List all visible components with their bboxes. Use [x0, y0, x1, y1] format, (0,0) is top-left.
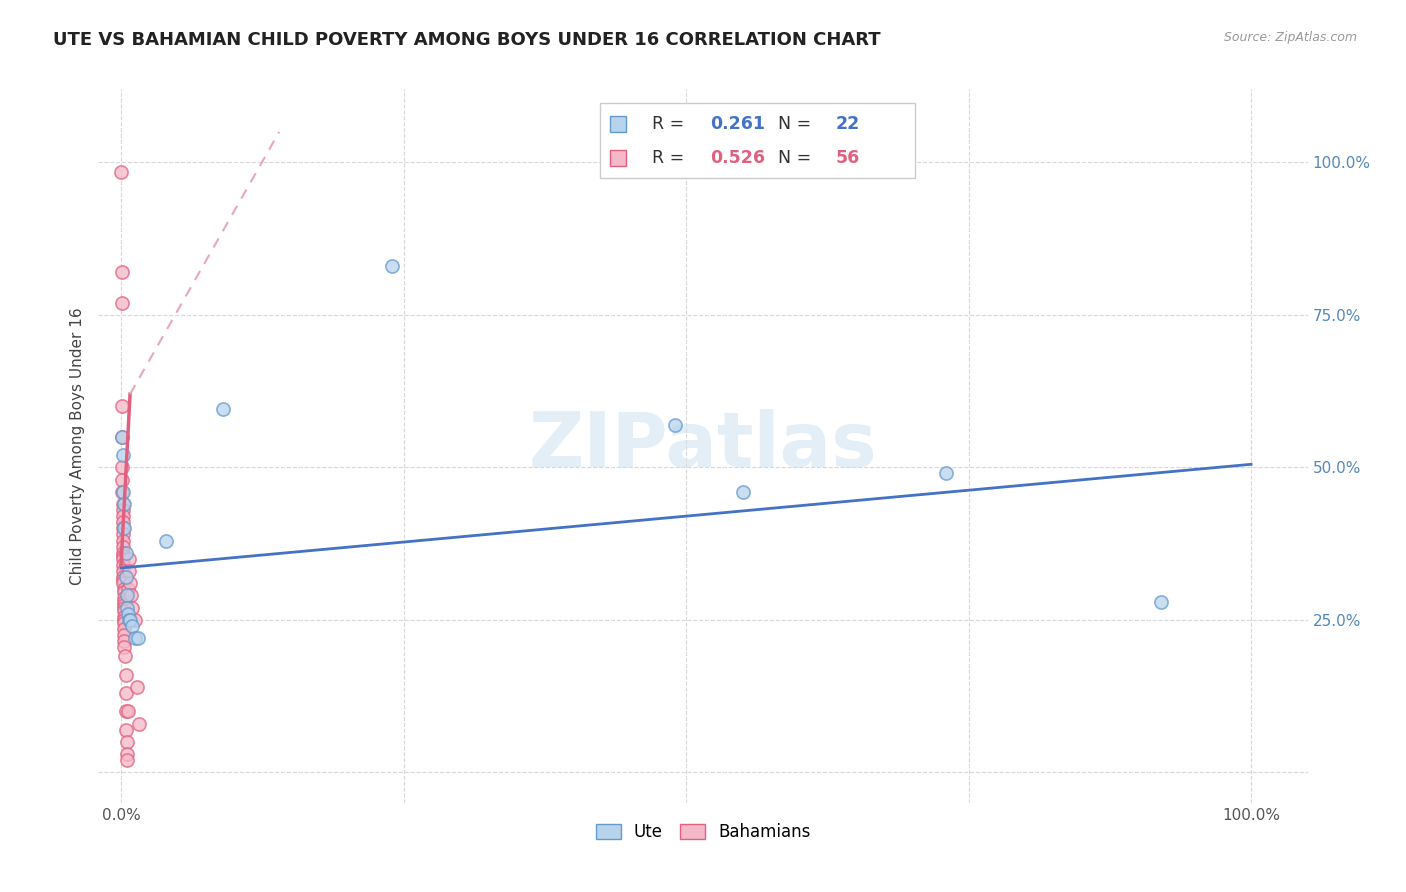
Point [112, 484, 135, 499]
Point [112, 622, 135, 636]
Point [127, 631, 149, 645]
Point [112, 564, 135, 578]
Point [117, 704, 139, 718]
Point [112, 640, 135, 655]
Point [112, 551, 135, 566]
Point [117, 607, 139, 621]
Point [115, 747, 138, 761]
Point [112, 591, 135, 606]
Point [664, 417, 686, 432]
Point [111, 497, 134, 511]
Text: 0.261: 0.261 [710, 115, 765, 133]
Point [114, 546, 136, 560]
Point [1150, 594, 1173, 608]
Point [112, 634, 135, 648]
Point [111, 527, 134, 541]
Point [114, 649, 136, 664]
Point [118, 564, 141, 578]
Point [111, 503, 134, 517]
Text: R =: R = [652, 149, 690, 167]
Point [121, 619, 143, 633]
Point [112, 576, 135, 591]
Point [111, 473, 134, 487]
Text: N =: N = [768, 149, 817, 167]
Point [112, 594, 135, 608]
Point [112, 546, 135, 560]
Point [111, 430, 134, 444]
Point [111, 460, 134, 475]
Point [111, 509, 134, 524]
Point [112, 604, 135, 618]
Point [115, 600, 138, 615]
Point [114, 723, 136, 737]
Point [112, 615, 135, 630]
Point [115, 589, 138, 603]
Point [111, 400, 134, 414]
Point [117, 582, 139, 597]
Text: N =: N = [768, 115, 817, 133]
Text: 56: 56 [837, 149, 860, 167]
Point [115, 735, 138, 749]
FancyBboxPatch shape [600, 103, 915, 178]
Point [112, 585, 135, 599]
Text: Source: ZipAtlas.com: Source: ZipAtlas.com [1223, 31, 1357, 45]
Y-axis label: Child Poverty Among Boys Under 16: Child Poverty Among Boys Under 16 [70, 307, 86, 585]
Point [115, 753, 138, 767]
Point [112, 570, 135, 584]
Point [111, 484, 134, 499]
Point [114, 570, 136, 584]
Legend: Ute, Bahamians: Ute, Bahamians [589, 817, 817, 848]
Point [110, 164, 132, 178]
Point [124, 613, 146, 627]
Point [120, 589, 142, 603]
Point [112, 573, 135, 587]
Point [112, 582, 135, 597]
Point [111, 430, 134, 444]
Point [112, 549, 135, 563]
Point [155, 533, 177, 548]
Point [112, 598, 135, 612]
Point [112, 600, 135, 615]
Point [120, 613, 142, 627]
Point [118, 613, 141, 627]
Text: 0.526: 0.526 [710, 149, 765, 167]
Point [112, 628, 135, 642]
Point [731, 484, 754, 499]
Text: ZIPatlas: ZIPatlas [529, 409, 877, 483]
Point [111, 295, 134, 310]
Text: R =: R = [652, 115, 690, 133]
Point [112, 448, 135, 462]
Point [114, 667, 136, 681]
Point [111, 265, 134, 279]
Point [381, 259, 404, 273]
Point [111, 533, 134, 548]
Point [112, 609, 135, 624]
Point [111, 521, 134, 535]
Text: UTE VS BAHAMIAN CHILD POVERTY AMONG BOYS UNDER 16 CORRELATION CHART: UTE VS BAHAMIAN CHILD POVERTY AMONG BOYS… [53, 31, 882, 49]
Text: 22: 22 [837, 115, 860, 133]
Point [114, 704, 136, 718]
Point [112, 521, 135, 535]
Point [211, 402, 233, 417]
Point [125, 680, 148, 694]
Point [112, 613, 135, 627]
Point [935, 467, 957, 481]
Point [121, 600, 143, 615]
Point [111, 515, 134, 529]
Point [124, 631, 146, 645]
Point [120, 576, 142, 591]
Point [112, 497, 135, 511]
Point [128, 716, 150, 731]
Point [118, 551, 141, 566]
Point [112, 558, 135, 572]
Point [111, 540, 134, 554]
Point [114, 686, 136, 700]
